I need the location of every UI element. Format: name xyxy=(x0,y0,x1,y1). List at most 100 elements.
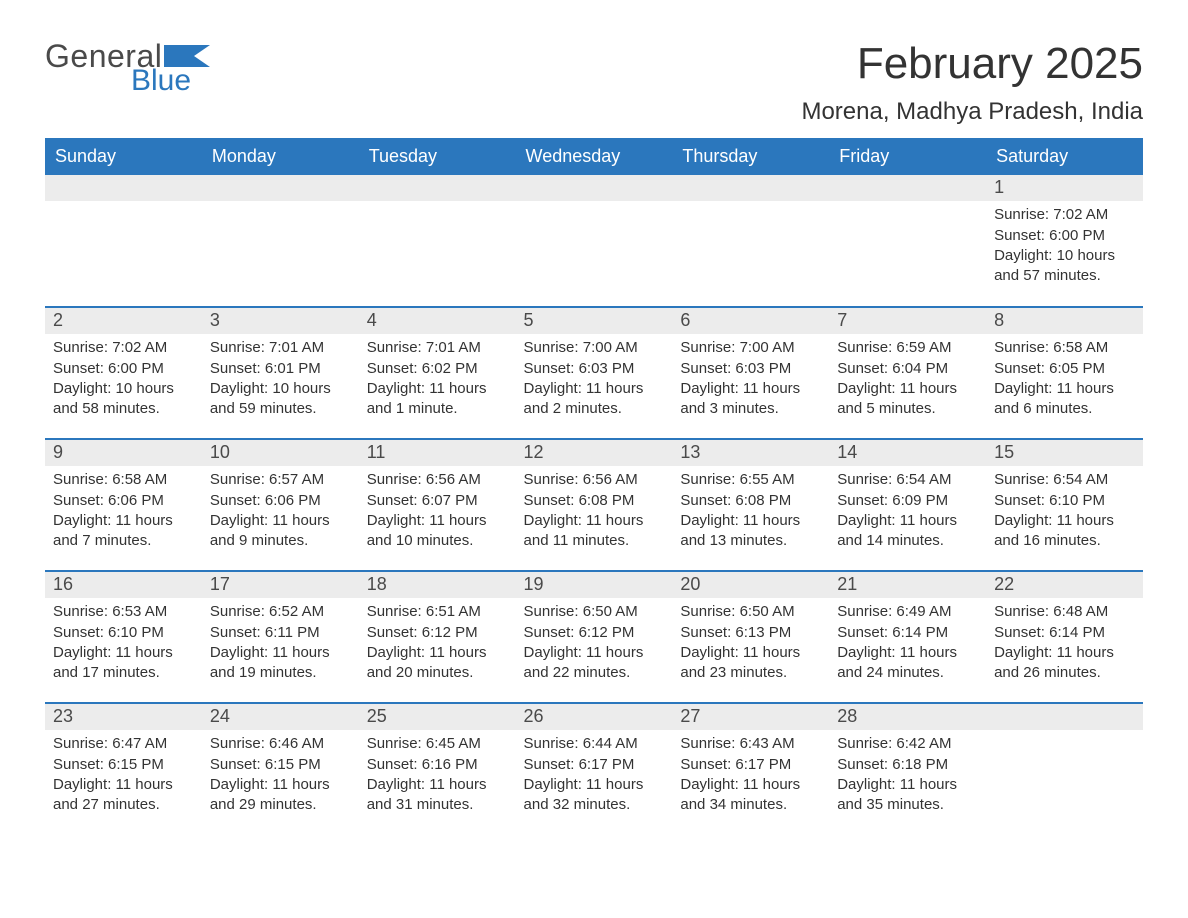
sunrise-line: Sunrise: 6:42 AM xyxy=(837,734,978,754)
day-content: Sunrise: 6:43 AMSunset: 6:17 PMDaylight:… xyxy=(672,730,829,823)
day-content: Sunrise: 6:42 AMSunset: 6:18 PMDaylight:… xyxy=(829,730,986,823)
calendar-cell: 12Sunrise: 6:56 AMSunset: 6:08 PMDayligh… xyxy=(516,439,673,571)
sunrise-line: Sunrise: 6:43 AM xyxy=(680,734,821,754)
sunset-line: Sunset: 6:08 PM xyxy=(680,491,821,511)
day-content: Sunrise: 6:48 AMSunset: 6:14 PMDaylight:… xyxy=(986,598,1143,691)
day-number: 20 xyxy=(672,572,829,598)
day-content: Sunrise: 6:56 AMSunset: 6:08 PMDaylight:… xyxy=(516,466,673,559)
sunrise-line: Sunrise: 7:00 AM xyxy=(524,338,665,358)
calendar-cell: 9Sunrise: 6:58 AMSunset: 6:06 PMDaylight… xyxy=(45,439,202,571)
sunrise-line: Sunrise: 6:55 AM xyxy=(680,470,821,490)
daylight-line: Daylight: 11 hours and 24 minutes. xyxy=(837,643,978,684)
calendar-body: 1Sunrise: 7:02 AMSunset: 6:00 PMDaylight… xyxy=(45,175,1143,835)
sunset-line: Sunset: 6:17 PM xyxy=(680,755,821,775)
calendar-cell: 25Sunrise: 6:45 AMSunset: 6:16 PMDayligh… xyxy=(359,703,516,835)
day-number: 28 xyxy=(829,704,986,730)
daylight-line: Daylight: 10 hours and 57 minutes. xyxy=(994,246,1135,287)
calendar-week-row: 16Sunrise: 6:53 AMSunset: 6:10 PMDayligh… xyxy=(45,571,1143,703)
daylight-line: Daylight: 11 hours and 26 minutes. xyxy=(994,643,1135,684)
sunrise-line: Sunrise: 7:01 AM xyxy=(210,338,351,358)
daylight-line: Daylight: 11 hours and 20 minutes. xyxy=(367,643,508,684)
daylight-line: Daylight: 11 hours and 17 minutes. xyxy=(53,643,194,684)
location-subtitle: Morena, Madhya Pradesh, India xyxy=(801,98,1143,126)
day-number: 19 xyxy=(516,572,673,598)
sunset-line: Sunset: 6:11 PM xyxy=(210,623,351,643)
day-content xyxy=(516,201,673,213)
calendar-cell xyxy=(45,175,202,307)
weekday-header: Monday xyxy=(202,138,359,175)
sunrise-line: Sunrise: 6:49 AM xyxy=(837,602,978,622)
calendar-week-row: 23Sunrise: 6:47 AMSunset: 6:15 PMDayligh… xyxy=(45,703,1143,835)
daylight-line: Daylight: 11 hours and 9 minutes. xyxy=(210,511,351,552)
sunset-line: Sunset: 6:02 PM xyxy=(367,359,508,379)
sunrise-line: Sunrise: 6:53 AM xyxy=(53,602,194,622)
calendar-cell: 14Sunrise: 6:54 AMSunset: 6:09 PMDayligh… xyxy=(829,439,986,571)
calendar-cell: 23Sunrise: 6:47 AMSunset: 6:15 PMDayligh… xyxy=(45,703,202,835)
day-content: Sunrise: 6:52 AMSunset: 6:11 PMDaylight:… xyxy=(202,598,359,691)
daylight-line: Daylight: 11 hours and 32 minutes. xyxy=(524,775,665,816)
sunrise-line: Sunrise: 6:56 AM xyxy=(524,470,665,490)
sunset-line: Sunset: 6:05 PM xyxy=(994,359,1135,379)
day-number xyxy=(359,175,516,201)
sunset-line: Sunset: 6:10 PM xyxy=(994,491,1135,511)
sunset-line: Sunset: 6:00 PM xyxy=(53,359,194,379)
day-number: 2 xyxy=(45,308,202,334)
sunrise-line: Sunrise: 6:48 AM xyxy=(994,602,1135,622)
day-content: Sunrise: 6:59 AMSunset: 6:04 PMDaylight:… xyxy=(829,334,986,427)
daylight-line: Daylight: 11 hours and 11 minutes. xyxy=(524,511,665,552)
calendar-cell: 24Sunrise: 6:46 AMSunset: 6:15 PMDayligh… xyxy=(202,703,359,835)
daylight-line: Daylight: 11 hours and 19 minutes. xyxy=(210,643,351,684)
day-number: 7 xyxy=(829,308,986,334)
sunset-line: Sunset: 6:14 PM xyxy=(994,623,1135,643)
day-number: 22 xyxy=(986,572,1143,598)
day-content: Sunrise: 7:00 AMSunset: 6:03 PMDaylight:… xyxy=(516,334,673,427)
day-content xyxy=(986,730,1143,742)
sunrise-line: Sunrise: 6:50 AM xyxy=(524,602,665,622)
day-number: 18 xyxy=(359,572,516,598)
day-number: 13 xyxy=(672,440,829,466)
day-number: 10 xyxy=(202,440,359,466)
day-content: Sunrise: 7:01 AMSunset: 6:01 PMDaylight:… xyxy=(202,334,359,427)
calendar-cell: 18Sunrise: 6:51 AMSunset: 6:12 PMDayligh… xyxy=(359,571,516,703)
day-number: 25 xyxy=(359,704,516,730)
calendar-cell: 1Sunrise: 7:02 AMSunset: 6:00 PMDaylight… xyxy=(986,175,1143,307)
sunrise-line: Sunrise: 6:45 AM xyxy=(367,734,508,754)
sunrise-line: Sunrise: 6:46 AM xyxy=(210,734,351,754)
daylight-line: Daylight: 11 hours and 22 minutes. xyxy=(524,643,665,684)
sunrise-line: Sunrise: 6:51 AM xyxy=(367,602,508,622)
sunset-line: Sunset: 6:07 PM xyxy=(367,491,508,511)
day-content: Sunrise: 6:50 AMSunset: 6:13 PMDaylight:… xyxy=(672,598,829,691)
logo-text-blue: Blue xyxy=(131,66,210,96)
day-number: 6 xyxy=(672,308,829,334)
sunset-line: Sunset: 6:01 PM xyxy=(210,359,351,379)
sunset-line: Sunset: 6:00 PM xyxy=(994,226,1135,246)
sunrise-line: Sunrise: 7:02 AM xyxy=(994,205,1135,225)
day-number: 12 xyxy=(516,440,673,466)
calendar-cell: 17Sunrise: 6:52 AMSunset: 6:11 PMDayligh… xyxy=(202,571,359,703)
day-number: 24 xyxy=(202,704,359,730)
day-number xyxy=(672,175,829,201)
calendar-cell: 28Sunrise: 6:42 AMSunset: 6:18 PMDayligh… xyxy=(829,703,986,835)
calendar-cell: 2Sunrise: 7:02 AMSunset: 6:00 PMDaylight… xyxy=(45,307,202,439)
calendar-week-row: 9Sunrise: 6:58 AMSunset: 6:06 PMDaylight… xyxy=(45,439,1143,571)
weekday-header: Friday xyxy=(829,138,986,175)
title-block: February 2025 Morena, Madhya Pradesh, In… xyxy=(801,40,1143,126)
day-content: Sunrise: 6:44 AMSunset: 6:17 PMDaylight:… xyxy=(516,730,673,823)
calendar-header-row: SundayMondayTuesdayWednesdayThursdayFrid… xyxy=(45,138,1143,175)
day-number: 26 xyxy=(516,704,673,730)
day-number xyxy=(986,704,1143,730)
sunset-line: Sunset: 6:03 PM xyxy=(524,359,665,379)
weekday-header: Wednesday xyxy=(516,138,673,175)
daylight-line: Daylight: 11 hours and 5 minutes. xyxy=(837,379,978,420)
calendar-cell: 4Sunrise: 7:01 AMSunset: 6:02 PMDaylight… xyxy=(359,307,516,439)
sunrise-line: Sunrise: 6:59 AM xyxy=(837,338,978,358)
calendar-cell: 22Sunrise: 6:48 AMSunset: 6:14 PMDayligh… xyxy=(986,571,1143,703)
sunset-line: Sunset: 6:13 PM xyxy=(680,623,821,643)
daylight-line: Daylight: 11 hours and 7 minutes. xyxy=(53,511,194,552)
weekday-header: Tuesday xyxy=(359,138,516,175)
calendar-cell: 5Sunrise: 7:00 AMSunset: 6:03 PMDaylight… xyxy=(516,307,673,439)
day-number: 16 xyxy=(45,572,202,598)
sunrise-line: Sunrise: 6:52 AM xyxy=(210,602,351,622)
day-content: Sunrise: 6:46 AMSunset: 6:15 PMDaylight:… xyxy=(202,730,359,823)
day-number: 21 xyxy=(829,572,986,598)
